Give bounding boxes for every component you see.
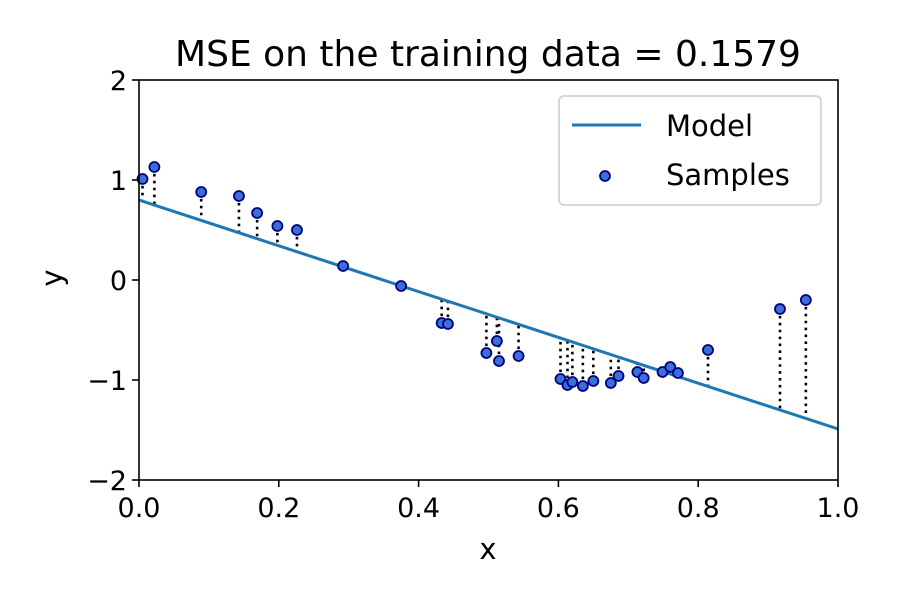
sample-point xyxy=(233,190,245,202)
sample-point xyxy=(251,207,264,219)
sample-point xyxy=(799,294,812,306)
model-line xyxy=(139,198,838,431)
x-tick-label: 0.8 xyxy=(677,493,720,524)
legend: Model Samples xyxy=(558,95,822,206)
sample-point xyxy=(493,355,505,367)
sample-point xyxy=(566,376,579,388)
sample-point xyxy=(612,370,625,382)
sample-point xyxy=(490,335,503,347)
y-tick-label: 1 xyxy=(110,166,127,197)
y-axis-ticks: −2 −1 0 1 2 xyxy=(87,66,139,497)
sample-point xyxy=(148,161,161,173)
sample-point xyxy=(664,361,677,373)
sample-point xyxy=(291,224,303,236)
legend-samples-label: Samples xyxy=(666,158,790,192)
sample-point xyxy=(480,347,493,359)
x-axis-label: x xyxy=(479,532,496,566)
sample-point xyxy=(195,186,208,198)
y-tick-label: 2 xyxy=(110,66,127,97)
y-axis-label: y xyxy=(35,269,69,286)
sample-point xyxy=(136,173,149,185)
y-tick-label: −2 xyxy=(87,466,127,497)
sample-point xyxy=(512,350,525,362)
model-line-group xyxy=(139,198,838,431)
legend-box xyxy=(558,95,822,206)
sample-point xyxy=(442,318,454,330)
sample-point xyxy=(672,367,684,379)
sample-point xyxy=(395,280,408,292)
x-axis-ticks: 0.0 0.2 0.4 0.6 0.8 1.0 xyxy=(118,480,860,524)
sample-point xyxy=(576,380,589,392)
sample-point xyxy=(587,375,600,387)
x-tick-label: 0.2 xyxy=(257,493,300,524)
x-tick-label: 0.4 xyxy=(397,493,440,524)
x-tick-label: 0.6 xyxy=(537,493,580,524)
sample-points xyxy=(136,161,812,392)
sample-point xyxy=(271,220,284,232)
legend-model-label: Model xyxy=(666,109,753,143)
sample-point xyxy=(337,260,350,272)
sample-point xyxy=(604,377,617,389)
sample-point xyxy=(702,344,714,356)
chart-title: MSE on the training data = 0.1579 xyxy=(175,34,801,75)
x-tick-label: 0.0 xyxy=(118,493,161,524)
y-tick-label: −1 xyxy=(87,366,127,397)
sample-point xyxy=(637,372,650,384)
sample-point xyxy=(774,303,786,315)
y-tick-label: 0 xyxy=(110,266,127,297)
legend-samples-marker xyxy=(599,170,611,182)
x-tick-label: 1.0 xyxy=(817,493,860,524)
residual-lines xyxy=(141,167,808,419)
